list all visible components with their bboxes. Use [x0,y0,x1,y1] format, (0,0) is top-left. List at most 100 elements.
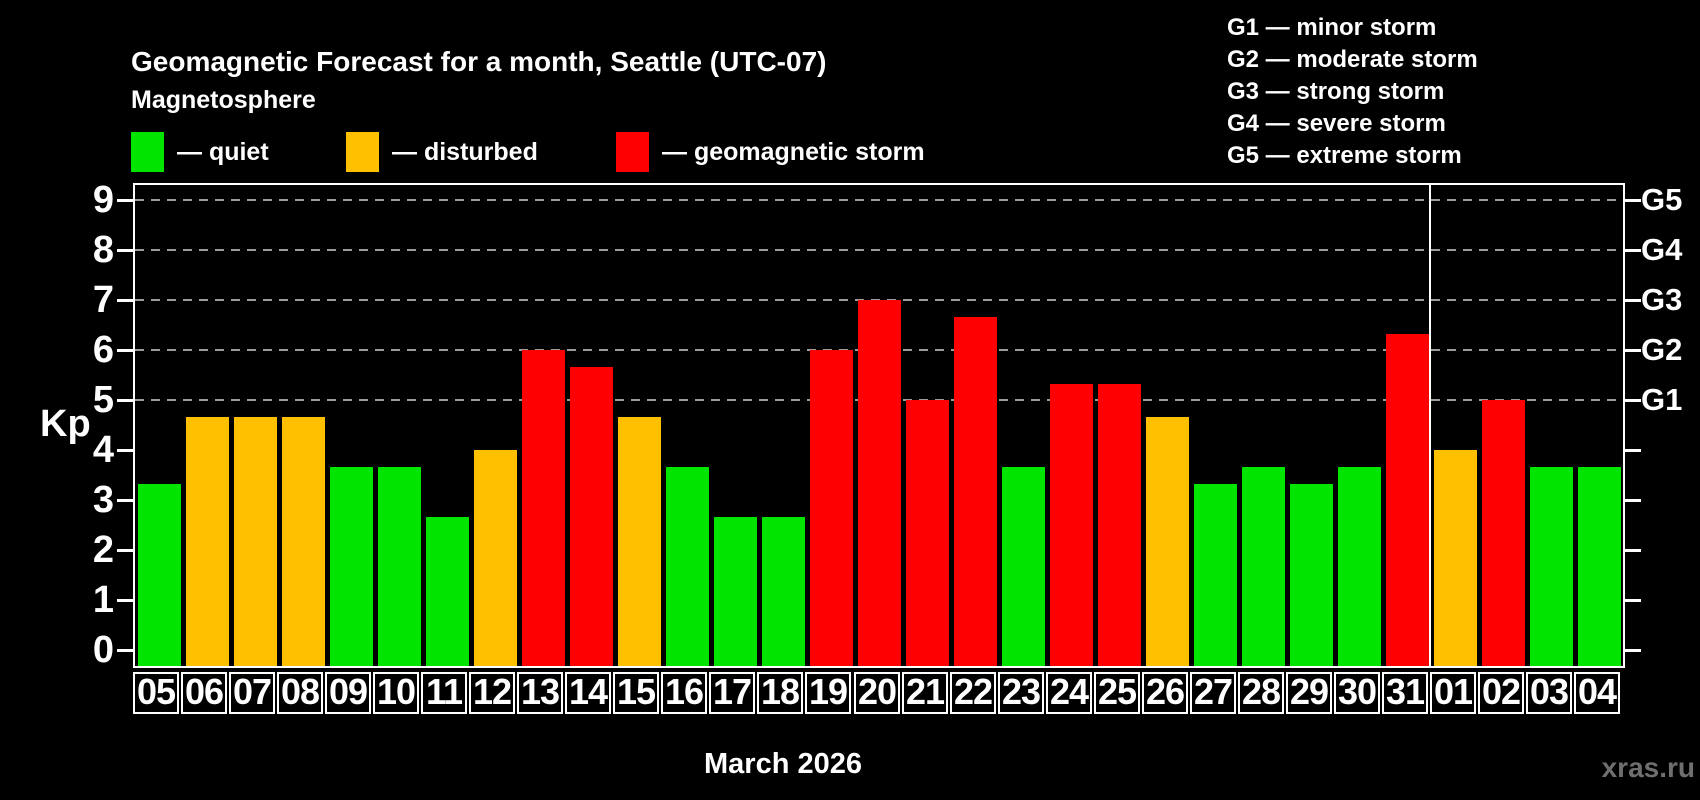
month-separator [1429,185,1431,666]
day-label: 01 [1430,672,1476,714]
day-label: 28 [1238,672,1284,714]
storm-scale-legend: G1 — minor storm G2 — moderate storm G3 — … [1227,12,1478,172]
g-legend-line: G2 — moderate storm [1227,46,1478,73]
y-tick-label: 9 [92,179,114,221]
g-legend-line: G4 — severe storm [1227,110,1446,137]
y-tick-label: 2 [92,529,114,571]
right-tick [1625,449,1641,452]
day-label: 06 [181,672,227,714]
y-tick [117,199,133,202]
right-tick [1625,599,1641,602]
day-label: 18 [757,672,803,714]
storm-legend-swatch [616,132,649,172]
quiet-legend-label: — quiet [177,138,269,166]
page-title: Geomagnetic Forecast for a month, Seattl… [131,46,827,77]
disturbed-legend-swatch [346,132,379,172]
day-label: 21 [902,672,948,714]
kp-bar [666,466,709,666]
quiet-legend-swatch [131,132,164,172]
watermark: xras.ru [1601,752,1695,783]
kp-bar [1482,400,1525,666]
day-label: 11 [421,672,467,714]
kp-bar [1098,383,1141,666]
day-label: 10 [373,672,419,714]
y-tick-label: 5 [92,379,114,421]
kp-bar [234,416,277,666]
day-label: 23 [998,672,1044,714]
kp-bar [282,416,325,666]
day-label: 05 [133,672,179,714]
y-tick-label: 0 [92,629,114,671]
kp-bar [1146,416,1189,666]
y-tick [117,449,133,452]
kp-bar [1530,466,1573,666]
kp-bar [1242,466,1285,666]
storm-legend-label: — geomagnetic storm [662,138,925,166]
kp-bar [1194,483,1237,666]
day-label: 27 [1190,672,1236,714]
kp-bar [906,400,949,666]
g-scale-label: G5 [1641,182,1683,217]
g-legend-line: G5 — extreme storm [1227,142,1462,169]
kp-bar [1290,483,1333,666]
gridline [135,199,1623,201]
g-scale-label: G3 [1641,282,1683,317]
kp-bar [474,450,517,666]
day-label: 26 [1142,672,1188,714]
kp-axis-title: Kp [40,403,91,445]
kp-bar [186,416,229,666]
kp-bar [810,350,853,666]
g-scale-label: G4 [1641,232,1683,267]
y-tick-label: 7 [92,279,114,321]
kp-bar [1434,450,1477,666]
day-label: 16 [661,672,707,714]
kp-bar [330,466,373,666]
kp-bar [1050,383,1093,666]
day-label: 25 [1094,672,1140,714]
right-tick [1625,499,1641,502]
kp-bar [858,300,901,666]
right-tick [1625,299,1641,302]
day-label: 12 [469,672,515,714]
kp-bar [138,483,181,666]
day-label: 07 [229,672,275,714]
day-label: 22 [950,672,996,714]
right-tick [1625,399,1641,402]
right-tick [1625,349,1641,352]
y-tick [117,399,133,402]
kp-bar [570,366,613,666]
y-tick-label: 6 [92,329,114,371]
y-tick [117,299,133,302]
y-tick-label: 4 [92,429,114,471]
y-tick-label: 8 [92,229,114,271]
day-label: 08 [277,672,323,714]
plot-area [133,183,1625,668]
x-axis-title: March 2026 [704,748,862,780]
right-tick [1625,549,1641,552]
magnetosphere-subtitle: Magnetosphere [131,86,316,114]
day-label: 02 [1478,672,1524,714]
day-label: 31 [1382,672,1428,714]
day-label: 14 [565,672,611,714]
kp-bar [618,416,661,666]
g-legend-line: G3 — strong storm [1227,78,1445,105]
day-label: 09 [325,672,371,714]
g-scale-label: G1 [1641,382,1683,417]
y-tick [117,349,133,352]
gridline [135,249,1623,251]
right-tick [1625,199,1641,202]
y-tick [117,599,133,602]
disturbed-legend-label: — disturbed [392,138,538,166]
g-scale-label: G2 [1641,332,1683,367]
day-label: 20 [854,672,900,714]
g-legend-line: G1 — minor storm [1227,14,1437,41]
y-tick-label: 1 [92,579,114,621]
kp-bar [426,516,469,666]
kp-bar [378,466,421,666]
day-label: 15 [613,672,659,714]
day-label: 03 [1526,672,1572,714]
day-label: 13 [517,672,563,714]
day-label: 30 [1334,672,1380,714]
kp-bar [762,516,805,666]
